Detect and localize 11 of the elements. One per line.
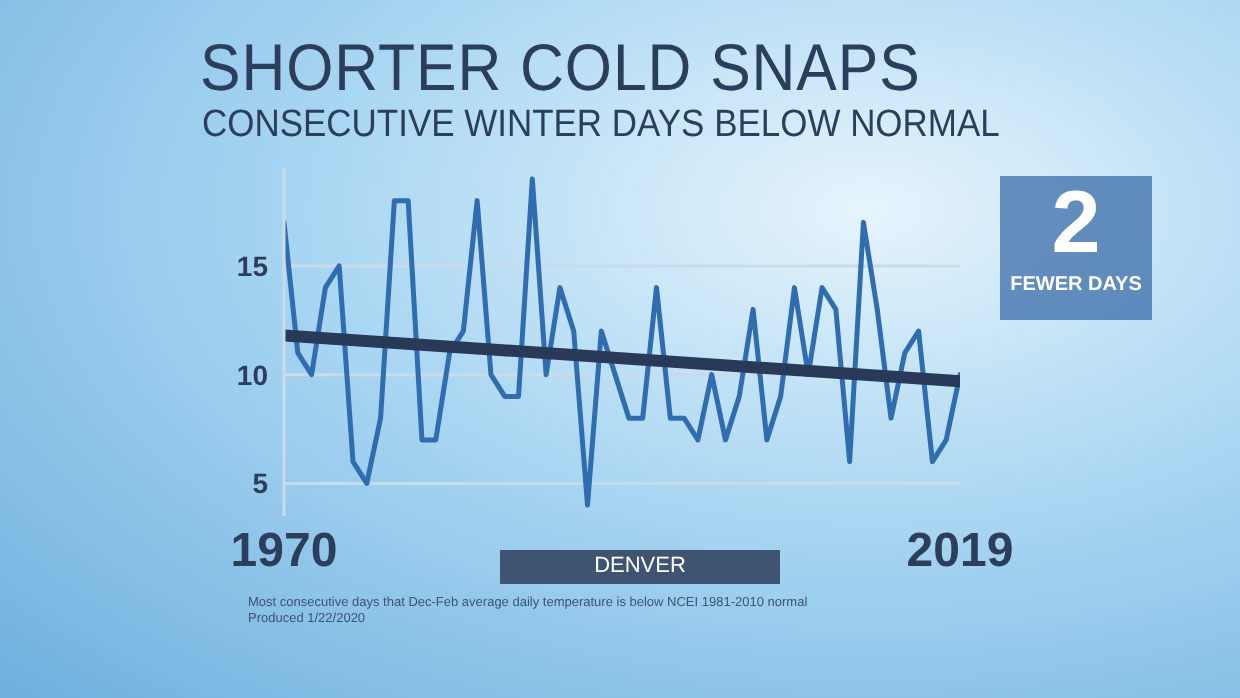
text: FEWER DAYS bbox=[1008, 272, 1144, 300]
x-tick-label: 2019 bbox=[906, 524, 1014, 579]
text: DENVER bbox=[500, 550, 780, 584]
y-tick-label: 10 bbox=[236, 358, 269, 391]
x-tick-label: 1970 bbox=[230, 524, 338, 579]
text: 2 bbox=[1049, 174, 1103, 272]
y-tick-label: 5 bbox=[252, 467, 269, 500]
line-series bbox=[284, 176, 960, 508]
chart-title: SHORTER COLD SNAPS bbox=[200, 28, 921, 108]
chart-subtitle: CONSECUTIVE WINTER DAYS BELOW NORMAL bbox=[202, 104, 1000, 148]
y-tick-label: 15 bbox=[236, 249, 269, 282]
